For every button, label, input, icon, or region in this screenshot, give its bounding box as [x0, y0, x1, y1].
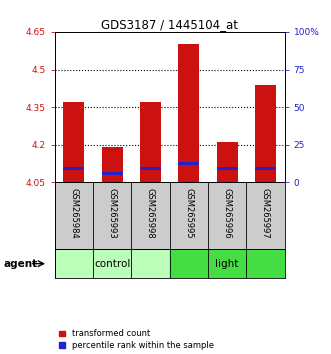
- Bar: [63, 102, 84, 183]
- Text: GSM265997: GSM265997: [261, 188, 270, 239]
- Legend: transformed count, percentile rank within the sample: transformed count, percentile rank withi…: [59, 329, 214, 350]
- Bar: [216, 142, 238, 183]
- Bar: [140, 102, 161, 183]
- Bar: [102, 147, 123, 183]
- Bar: [140, 167, 161, 170]
- Text: GSM265996: GSM265996: [223, 188, 232, 239]
- Bar: [255, 85, 276, 183]
- Title: GDS3187 / 1445104_at: GDS3187 / 1445104_at: [101, 18, 238, 31]
- Text: GSM265984: GSM265984: [69, 188, 78, 239]
- Bar: [255, 167, 276, 170]
- Text: GSM265993: GSM265993: [108, 188, 117, 239]
- Bar: [55, 250, 169, 278]
- Bar: [178, 44, 199, 183]
- Text: light: light: [215, 259, 239, 269]
- Text: GSM265995: GSM265995: [184, 188, 193, 239]
- Text: control: control: [94, 259, 130, 269]
- Bar: [63, 167, 84, 170]
- Bar: [169, 250, 285, 278]
- Text: agent: agent: [3, 259, 37, 269]
- Text: GSM265998: GSM265998: [146, 188, 155, 239]
- Bar: [216, 167, 238, 170]
- Bar: [178, 162, 199, 165]
- Bar: [102, 172, 123, 175]
